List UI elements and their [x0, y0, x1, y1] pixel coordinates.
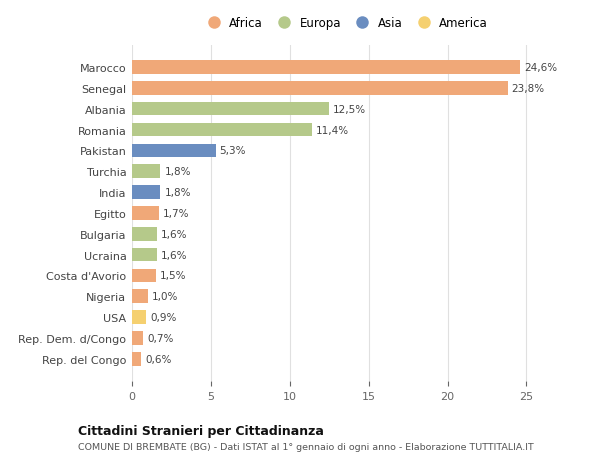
Bar [132, 290, 148, 303]
Bar [132, 269, 155, 283]
Text: 1,0%: 1,0% [152, 291, 178, 302]
Bar [132, 228, 157, 241]
Bar [132, 311, 146, 324]
Bar [132, 82, 508, 95]
Bar [132, 144, 215, 158]
Text: 1,6%: 1,6% [161, 229, 188, 239]
Bar [132, 248, 157, 262]
Bar [132, 123, 312, 137]
Text: 12,5%: 12,5% [333, 105, 366, 114]
Text: 1,8%: 1,8% [164, 188, 191, 198]
Text: 24,6%: 24,6% [524, 63, 557, 73]
Bar [132, 331, 143, 345]
Text: 0,6%: 0,6% [145, 354, 172, 364]
Text: 0,9%: 0,9% [150, 313, 176, 322]
Bar [132, 165, 160, 179]
Text: 0,7%: 0,7% [147, 333, 173, 343]
Bar [132, 207, 159, 220]
Text: 1,6%: 1,6% [161, 250, 188, 260]
Bar [132, 186, 160, 199]
Bar [132, 103, 329, 116]
Text: 23,8%: 23,8% [511, 84, 545, 94]
Text: 1,5%: 1,5% [160, 271, 186, 281]
Text: 11,4%: 11,4% [316, 125, 349, 135]
Text: 1,7%: 1,7% [163, 208, 189, 218]
Text: 5,3%: 5,3% [220, 146, 246, 156]
Bar [132, 352, 142, 366]
Text: 1,8%: 1,8% [164, 167, 191, 177]
Legend: Africa, Europa, Asia, America: Africa, Europa, Asia, America [199, 13, 491, 34]
Bar [132, 61, 520, 75]
Text: Cittadini Stranieri per Cittadinanza: Cittadini Stranieri per Cittadinanza [78, 425, 324, 437]
Text: COMUNE DI BREMBATE (BG) - Dati ISTAT al 1° gennaio di ogni anno - Elaborazione T: COMUNE DI BREMBATE (BG) - Dati ISTAT al … [78, 442, 534, 451]
